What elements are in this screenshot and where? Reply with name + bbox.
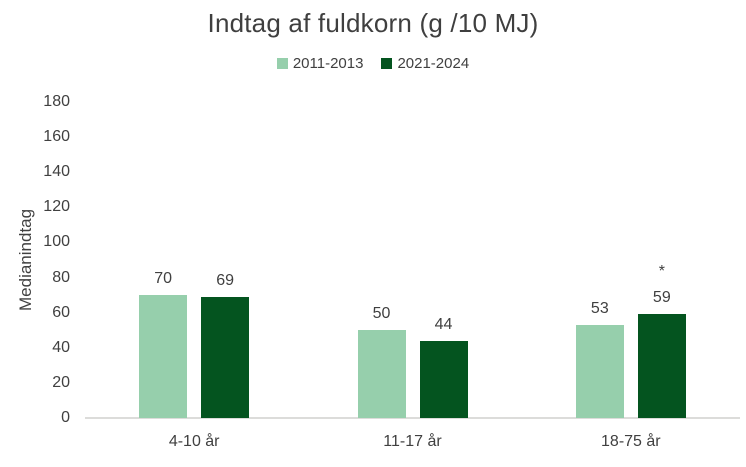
x-axis-line [85,417,740,419]
bar-value-label: 44 [434,315,453,333]
y-tick-label: 20 [52,373,70,391]
bar [139,295,188,418]
legend: 2011-2013 2021-2024 [0,55,746,72]
legend-item: 2011-2013 [276,55,364,72]
y-tick-label: 160 [43,128,70,146]
legend-swatch-icon [381,58,393,69]
y-tick-label: 0 [61,409,70,426]
legend-label: 2021-2024 [397,55,470,72]
significance-asterisk: * [658,263,665,281]
bar-value-label: 59 [652,289,671,307]
legend-item: 2021-2024 [381,55,469,72]
y-tick-label: 120 [43,198,70,216]
bar [419,340,468,418]
y-axis-label: Medianindtag [16,208,35,312]
x-category-label: 4-10 år [168,433,220,450]
chart-title: Indtag af fuldkorn (g /10 MJ) [207,8,539,38]
bar [637,314,686,418]
x-category-label: 11-17 år [383,433,442,450]
bar-value-label: 50 [372,305,391,323]
x-category-label: 18-75 år [601,433,661,450]
bar [575,324,624,418]
bar-value-label: 69 [216,271,235,289]
y-tick-label: 60 [52,303,70,321]
bar-value-label: 70 [154,270,173,288]
bar [357,330,406,418]
y-tick-label: 180 [43,93,70,110]
legend-label: 2011-2013 [292,55,364,72]
y-tick-label: 40 [52,338,70,356]
y-tick-label: 100 [43,233,70,251]
bar-value-label: 53 [590,299,609,317]
y-tick-label: 140 [43,163,70,181]
bar [201,296,250,418]
legend-swatch-icon [276,58,288,69]
y-tick-label: 80 [52,268,70,286]
